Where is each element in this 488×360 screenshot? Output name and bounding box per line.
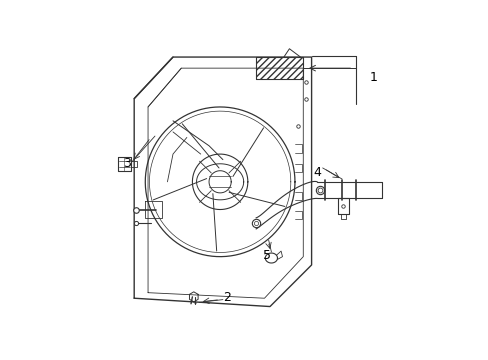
Text: 5: 5	[263, 249, 271, 262]
Text: 4: 4	[312, 166, 321, 179]
Text: 2: 2	[223, 291, 230, 304]
Text: 3: 3	[123, 157, 131, 170]
Text: 1: 1	[369, 71, 377, 84]
